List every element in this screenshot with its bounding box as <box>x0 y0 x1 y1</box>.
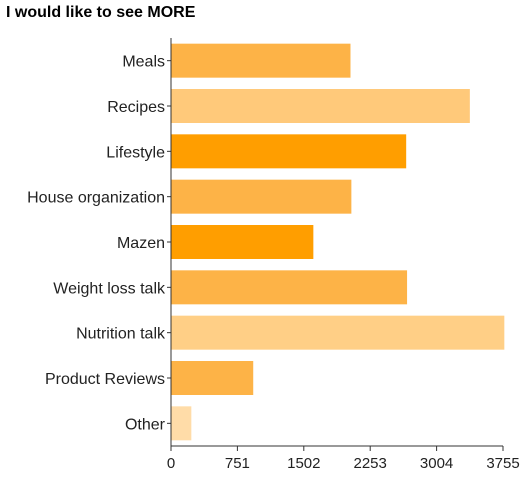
category-label: Weight loss talk <box>53 280 166 297</box>
category-label: Other <box>125 416 166 433</box>
x-ticks: 0 751 1502 2253 3004 3755 <box>167 446 520 472</box>
x-tick-label: 751 <box>225 455 250 472</box>
chart-title: I would like to see MORE <box>6 4 196 21</box>
x-tick-label: 1502 <box>287 455 320 472</box>
bar-mazen <box>171 225 314 259</box>
x-tick-label: 2253 <box>354 455 387 472</box>
bar-other <box>171 406 192 441</box>
bar-nutrition-talk <box>171 315 505 350</box>
bars-group <box>171 43 505 441</box>
category-labels: Meals Recipes Lifestyle House organization M… <box>27 54 171 433</box>
x-tick-label: 3755 <box>486 455 519 472</box>
category-label: Nutrition talk <box>76 326 166 343</box>
category-label: Lifestyle <box>106 144 165 161</box>
category-label: Mazen <box>117 235 165 252</box>
bar-product-reviews <box>171 361 254 395</box>
x-tick-label: 3004 <box>420 455 453 472</box>
bar-lifestyle <box>171 134 407 169</box>
bar-house-organization <box>171 179 352 214</box>
category-label: Recipes <box>107 99 165 116</box>
bar-weight-loss-talk <box>171 270 408 305</box>
bar-recipes <box>171 89 470 123</box>
category-label: Product Reviews <box>45 371 165 388</box>
category-label: Meals <box>122 54 165 71</box>
x-tick-label: 0 <box>167 455 175 472</box>
category-label: House organization <box>27 190 165 207</box>
bar-meals <box>171 43 351 78</box>
